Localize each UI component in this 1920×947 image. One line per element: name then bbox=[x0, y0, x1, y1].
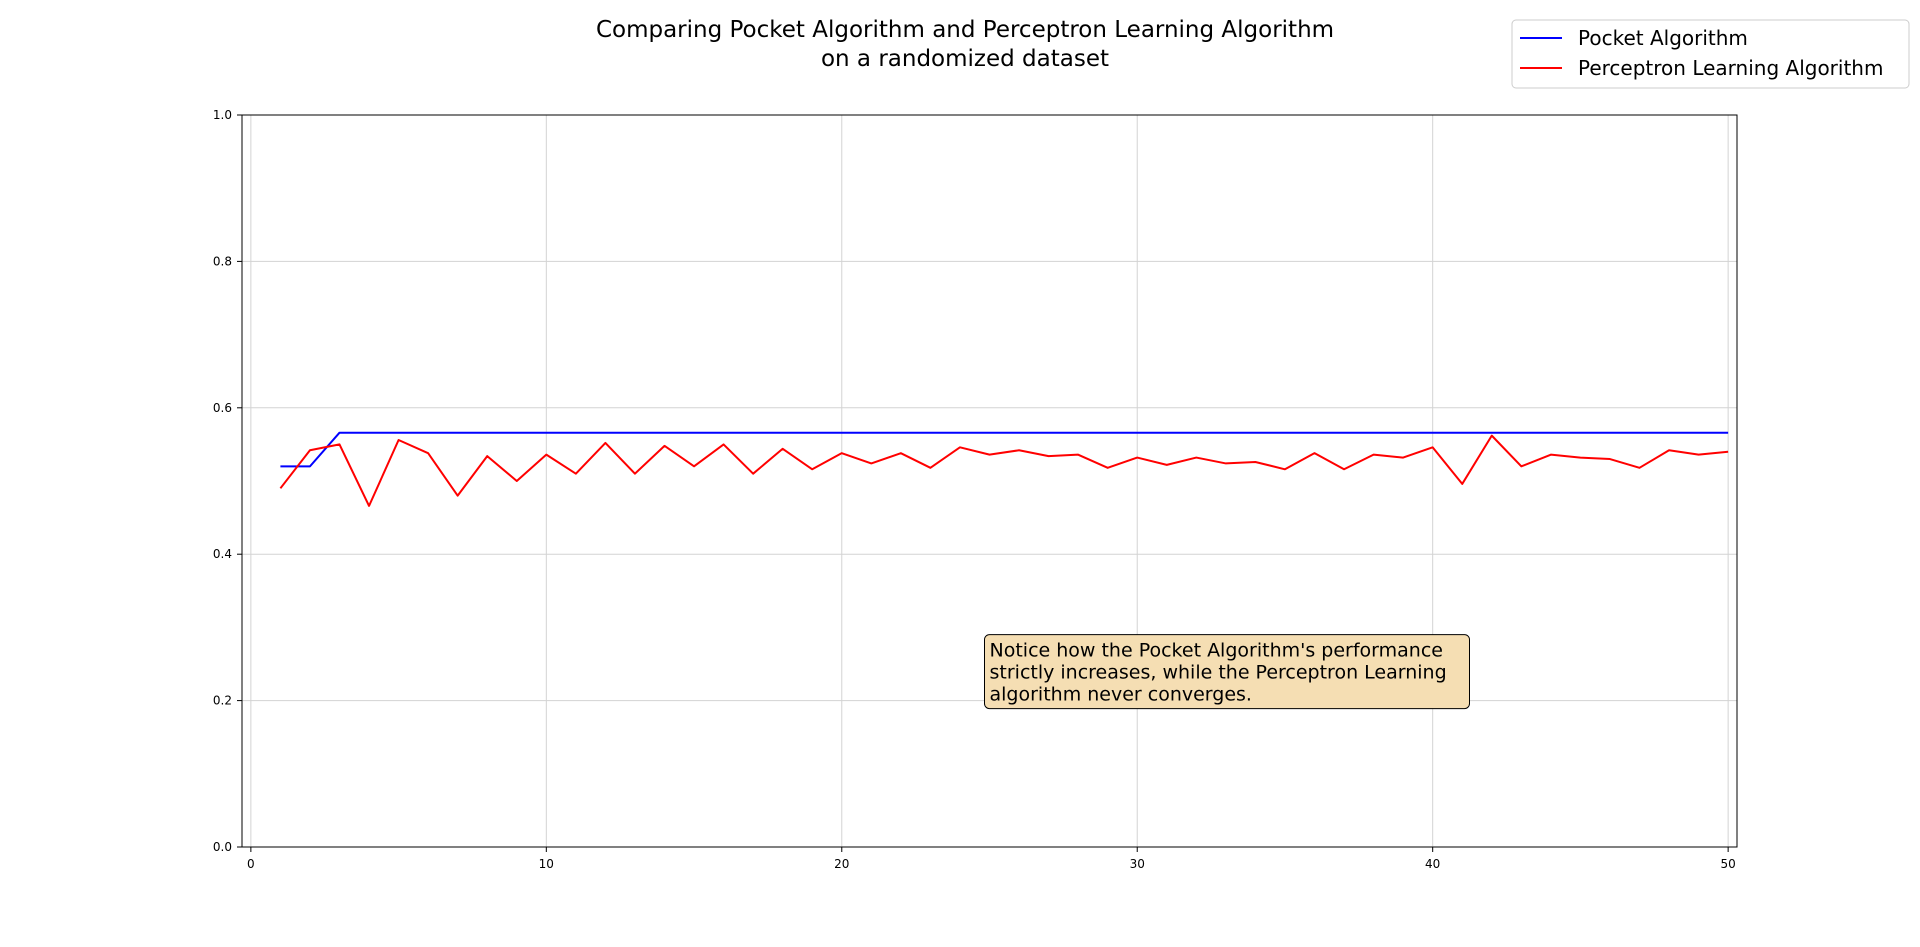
legend: Pocket Algorithm Perceptron Learning Algo… bbox=[1511, 19, 1910, 89]
annotation-line: algorithm never converges. bbox=[990, 684, 1252, 706]
plot-frame bbox=[241, 114, 1738, 848]
legend-frame bbox=[1511, 19, 1910, 89]
x-tick-label: 0 bbox=[247, 857, 255, 871]
x-tick-label: 50 bbox=[1720, 857, 1735, 871]
y-tick-label: 0.4 bbox=[213, 547, 232, 561]
legend-label-0: Pocket Algorithm bbox=[1578, 26, 1748, 50]
annotation-line: Notice how the Pocket Algorithm's perfor… bbox=[990, 640, 1443, 662]
chart-title-line-2: on a randomized dataset bbox=[821, 46, 1109, 72]
x-tick-label: 20 bbox=[834, 857, 849, 871]
y-tick-label: 1.0 bbox=[213, 108, 232, 122]
annotation-line: strictly increases, while the Perceptron… bbox=[990, 662, 1447, 684]
x-tick-label: 30 bbox=[1130, 857, 1145, 871]
x-tick-label: 10 bbox=[539, 857, 554, 871]
chart-title: Comparing Pocket Algorithm and Perceptro… bbox=[596, 17, 1334, 72]
x-tick-label: 40 bbox=[1425, 857, 1440, 871]
annotation-box: Notice how the Pocket Algorithm's perfor… bbox=[984, 634, 1470, 710]
y-tick-label: 0.6 bbox=[213, 401, 232, 415]
y-tick-label: 0.2 bbox=[213, 694, 232, 708]
legend-label-1: Perceptron Learning Algorithm bbox=[1578, 56, 1883, 80]
series-line-1 bbox=[279, 434, 1729, 507]
series-line-0 bbox=[280, 431, 1729, 468]
grid-lines bbox=[242, 114, 1737, 848]
annotation-background bbox=[984, 634, 1470, 710]
chart-title-line-1: Comparing Pocket Algorithm and Perceptro… bbox=[596, 17, 1334, 43]
y-tick-label: 0.0 bbox=[213, 840, 232, 854]
y-tick-label: 0.8 bbox=[213, 254, 232, 268]
plot-series bbox=[279, 431, 1729, 507]
axes: 0 10 20 30 40 50 0.0 0.2 0.4 0.6 0.8 1.0 bbox=[213, 108, 1736, 871]
